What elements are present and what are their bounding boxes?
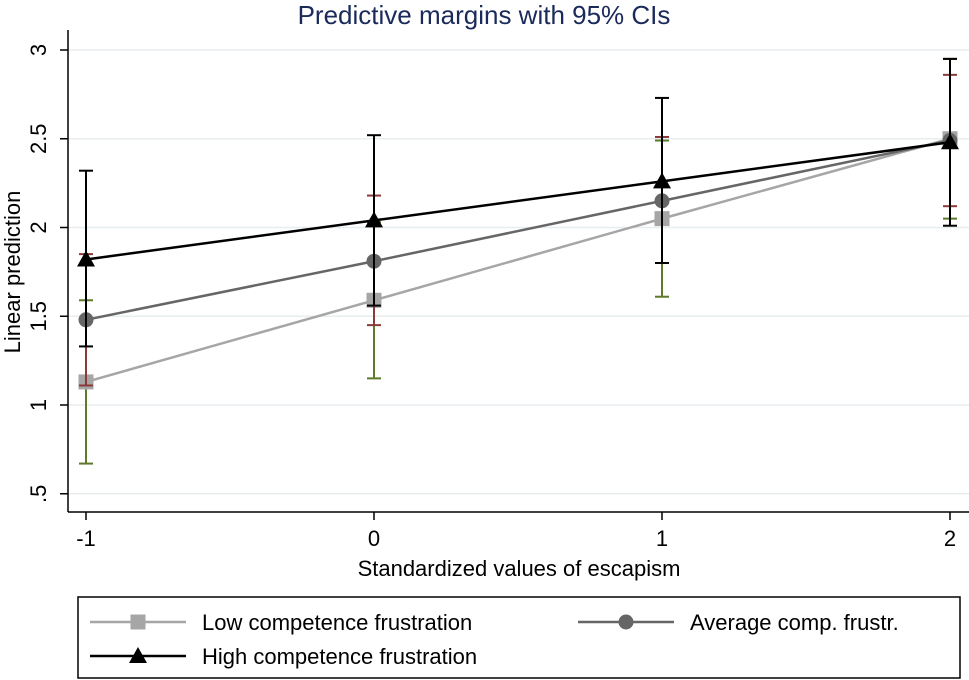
- square-marker: [130, 614, 146, 630]
- y-axis-label: Linear prediction: [0, 191, 25, 354]
- triangle-marker: [653, 172, 671, 189]
- legend-label: Average comp. frustr.: [690, 610, 899, 635]
- axis-layer: .5 1 1.5 2 2.5 3 -1 0 1 2: [26, 30, 969, 551]
- x-tick-label: 2: [944, 526, 956, 551]
- triangle-marker: [941, 133, 959, 150]
- x-tick-label: 0: [368, 526, 380, 551]
- y-tick-label: 3: [26, 44, 51, 56]
- x-tick-label: 1: [656, 526, 668, 551]
- series-group: [78, 73, 958, 387]
- triangle-marker: [129, 647, 147, 663]
- y-tick-label: 1.5: [26, 301, 51, 332]
- x-axis-label: Standardized values of escapism: [358, 556, 681, 581]
- y-tick-label: 2.5: [26, 123, 51, 154]
- y-tick-label: 2: [26, 221, 51, 233]
- series-group: [78, 57, 958, 465]
- legend-label: Low competence frustration: [202, 610, 472, 635]
- series-line: [85, 139, 951, 322]
- legend-label: High competence frustration: [202, 644, 477, 669]
- x-tick-label: -1: [76, 526, 96, 551]
- grid-layer: [68, 49, 969, 495]
- y-tick-label: 1: [26, 399, 51, 411]
- triangle-marker: [365, 211, 383, 228]
- legend-box: [77, 596, 961, 679]
- chart-title: Predictive margins with 95% CIs: [298, 0, 671, 30]
- legend: Low competence frustration Average comp. …: [77, 596, 961, 679]
- y-tick-label: .5: [26, 485, 51, 503]
- series-line: [85, 137, 951, 384]
- series-group: [77, 57, 959, 348]
- series-layer: [77, 57, 959, 465]
- circle-marker: [618, 614, 634, 630]
- series-line: [85, 141, 951, 261]
- triangle-marker: [77, 250, 95, 267]
